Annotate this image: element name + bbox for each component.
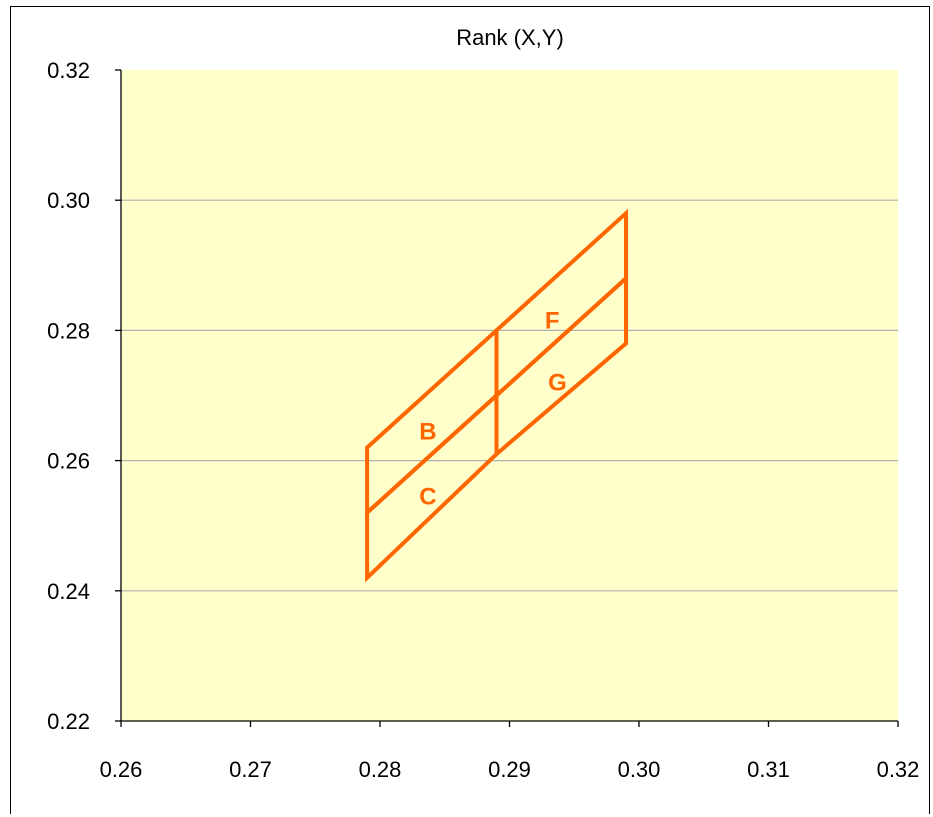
y-tick-label: 0.26 [47, 449, 90, 474]
bin-c-label: C [419, 483, 436, 510]
y-tick-label: 0.22 [47, 709, 90, 734]
axes [115, 69, 899, 727]
x-tick-label: 0.29 [488, 757, 531, 782]
chart-title: Rank (X,Y) [456, 25, 564, 50]
bin-b-label: B [419, 418, 436, 445]
bin-f-label: F [545, 308, 560, 335]
chart-frame [10, 6, 930, 814]
y-tick-label: 0.30 [47, 188, 90, 213]
y-tick-label: 0.32 [47, 58, 90, 83]
y-tick-label: 0.28 [47, 318, 90, 343]
x-tick-label: 0.26 [100, 757, 143, 782]
gridlines [121, 199, 898, 592]
y-tick-label: 0.24 [47, 579, 90, 604]
bin-g-outline [494, 273, 628, 459]
tick-labels: 0.22 0.24 0.26 0.28 0.30 0.32 0.26 0.27 0.28 0.29… [47, 58, 919, 782]
x-tick-label: 0.28 [359, 757, 402, 782]
bin-outlines [365, 208, 628, 583]
x-tick-label: 0.31 [747, 757, 790, 782]
x-tick-label: 0.27 [229, 757, 272, 782]
x-tick-label: 0.32 [877, 757, 920, 782]
bin-labels: B C F G [419, 308, 567, 511]
bin-g-label: G [548, 369, 567, 396]
plot-area [121, 70, 898, 721]
x-tick-label: 0.30 [618, 757, 661, 782]
